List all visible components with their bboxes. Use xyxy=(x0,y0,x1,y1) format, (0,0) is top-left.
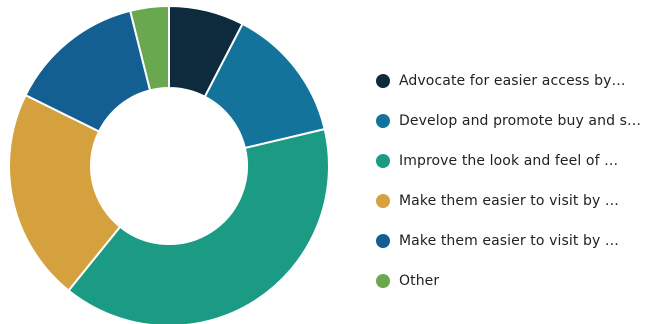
donut-slice[interactable] xyxy=(8,93,122,292)
legend-label: Make them easier to visit by … xyxy=(399,193,620,209)
legend-item[interactable]: Improve the look and feel of … xyxy=(376,141,659,181)
legend-marker-icon xyxy=(376,234,390,248)
legend-marker-icon xyxy=(376,114,390,128)
legend-item[interactable]: Other xyxy=(376,261,659,301)
legend: Advocate for easier access by… Develop an… xyxy=(376,61,659,301)
legend-item[interactable]: Advocate for easier access by… xyxy=(376,61,659,101)
legend-marker-icon xyxy=(376,154,390,168)
legend-marker-icon xyxy=(376,74,390,88)
donut-slice[interactable] xyxy=(128,4,170,92)
legend-item[interactable]: Make them easier to visit by … xyxy=(376,181,659,221)
legend-label: Advocate for easier access by… xyxy=(399,73,626,89)
donut-slice[interactable] xyxy=(67,127,330,324)
legend-item[interactable]: Develop and promote buy and s… xyxy=(376,101,659,141)
legend-label: Improve the look and feel of … xyxy=(399,153,619,169)
donut-chart xyxy=(8,4,330,324)
legend-label: Develop and promote buy and s… xyxy=(399,113,642,129)
legend-marker-icon xyxy=(376,194,390,208)
legend-item[interactable]: Make them easier to visit by … xyxy=(376,221,659,261)
legend-label: Make them easier to visit by … xyxy=(399,233,620,249)
legend-label: Other xyxy=(399,273,440,289)
legend-marker-icon xyxy=(376,274,390,288)
